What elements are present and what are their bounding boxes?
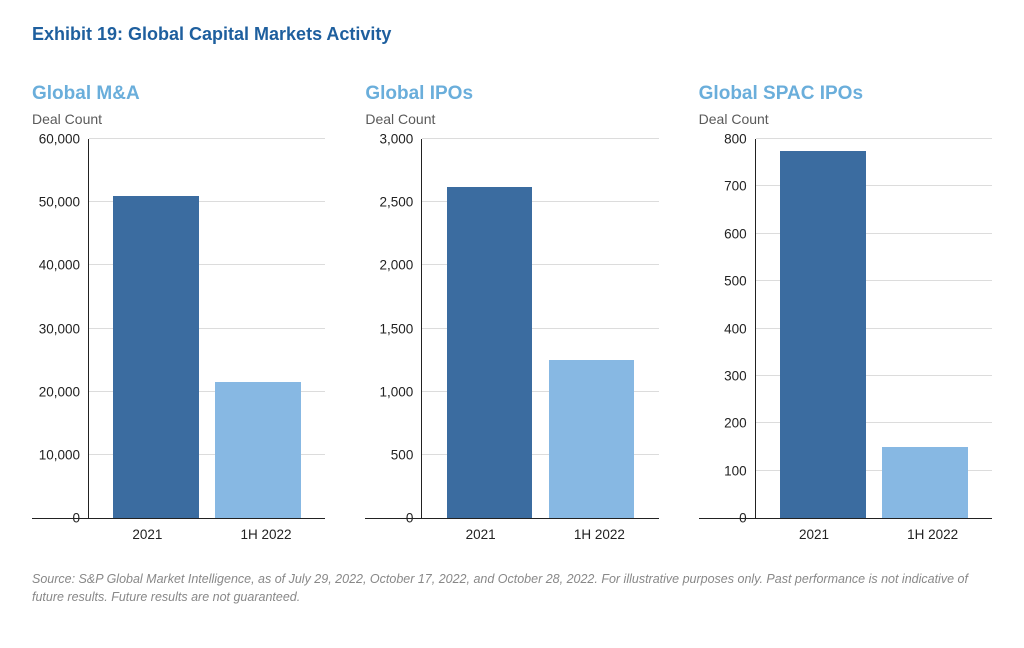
y-axis: 0100200300400500600700800 <box>699 139 755 518</box>
y-tick-label: 0 <box>406 511 414 526</box>
y-tick-label: 300 <box>724 368 747 383</box>
chart-title: Global SPAC IPOs <box>699 83 992 105</box>
bar <box>113 196 199 518</box>
plot-area: 010,00020,00030,00040,00050,00060,000 <box>32 139 325 519</box>
bar <box>447 187 533 518</box>
y-tick-label: 2,500 <box>380 195 414 210</box>
y-tick-label: 500 <box>391 447 414 462</box>
exhibit-title: Exhibit 19: Global Capital Markets Activ… <box>32 24 992 45</box>
bar <box>780 151 866 518</box>
x-tick-label: 2021 <box>755 527 874 542</box>
plot-area: 05001,0001,5002,0002,5003,000 <box>365 139 658 519</box>
x-tick-label: 1H 2022 <box>207 527 326 542</box>
y-tick-label: 600 <box>724 226 747 241</box>
bar <box>215 382 301 518</box>
x-axis: 20211H 2022 <box>421 519 658 542</box>
y-tick-label: 800 <box>724 132 747 147</box>
bars-inner <box>756 139 992 518</box>
x-axis: 20211H 2022 <box>755 519 992 542</box>
plot-area: 0100200300400500600700800 <box>699 139 992 519</box>
x-tick-label: 2021 <box>88 527 207 542</box>
y-tick-label: 500 <box>724 274 747 289</box>
y-tick-label: 1,000 <box>380 384 414 399</box>
y-tick-label: 400 <box>724 321 747 336</box>
chart-ylabel: Deal Count <box>32 111 325 127</box>
y-tick-label: 60,000 <box>39 132 80 147</box>
y-tick-label: 20,000 <box>39 384 80 399</box>
x-tick-label: 2021 <box>421 527 540 542</box>
y-tick-label: 0 <box>72 511 80 526</box>
bar <box>882 447 968 518</box>
chart-title: Global IPOs <box>365 83 658 105</box>
y-tick-label: 10,000 <box>39 447 80 462</box>
bars-inner <box>89 139 325 518</box>
x-tick-label: 1H 2022 <box>873 527 992 542</box>
chart-panel: Global M&A Deal Count 0 10,000 20,000 30,000 4… <box>32 83 325 542</box>
y-axis: 010,00020,00030,00040,00050,00060,000 <box>32 139 88 518</box>
bars-area <box>755 139 992 518</box>
x-axis: 20211H 2022 <box>88 519 325 542</box>
y-tick-label: 1,500 <box>380 321 414 336</box>
y-tick-label: 700 <box>724 179 747 194</box>
y-tick-label: 100 <box>724 463 747 478</box>
chart-panel: Global IPOs Deal Count 0 500 1,000 1,500 2,000… <box>365 83 658 542</box>
charts-row: Global M&A Deal Count 0 10,000 20,000 30,000 4… <box>32 83 992 542</box>
chart-ylabel: Deal Count <box>699 111 992 127</box>
y-tick-label: 3,000 <box>380 132 414 147</box>
y-axis: 05001,0001,5002,0002,5003,000 <box>365 139 421 518</box>
y-tick-label: 200 <box>724 416 747 431</box>
source-footnote: Source: S&P Global Market Intelligence, … <box>32 570 992 606</box>
chart-panel: Global SPAC IPOs Deal Count 0 100 200 300 400 5… <box>699 83 992 542</box>
y-tick-label: 2,000 <box>380 258 414 273</box>
bars-inner <box>422 139 658 518</box>
y-tick-label: 30,000 <box>39 321 80 336</box>
x-tick-label: 1H 2022 <box>540 527 659 542</box>
bars-area <box>421 139 658 518</box>
chart-ylabel: Deal Count <box>365 111 658 127</box>
y-tick-label: 50,000 <box>39 195 80 210</box>
chart-title: Global M&A <box>32 83 325 105</box>
y-tick-label: 0 <box>739 511 747 526</box>
y-tick-label: 40,000 <box>39 258 80 273</box>
bars-area <box>88 139 325 518</box>
bar <box>549 360 635 518</box>
